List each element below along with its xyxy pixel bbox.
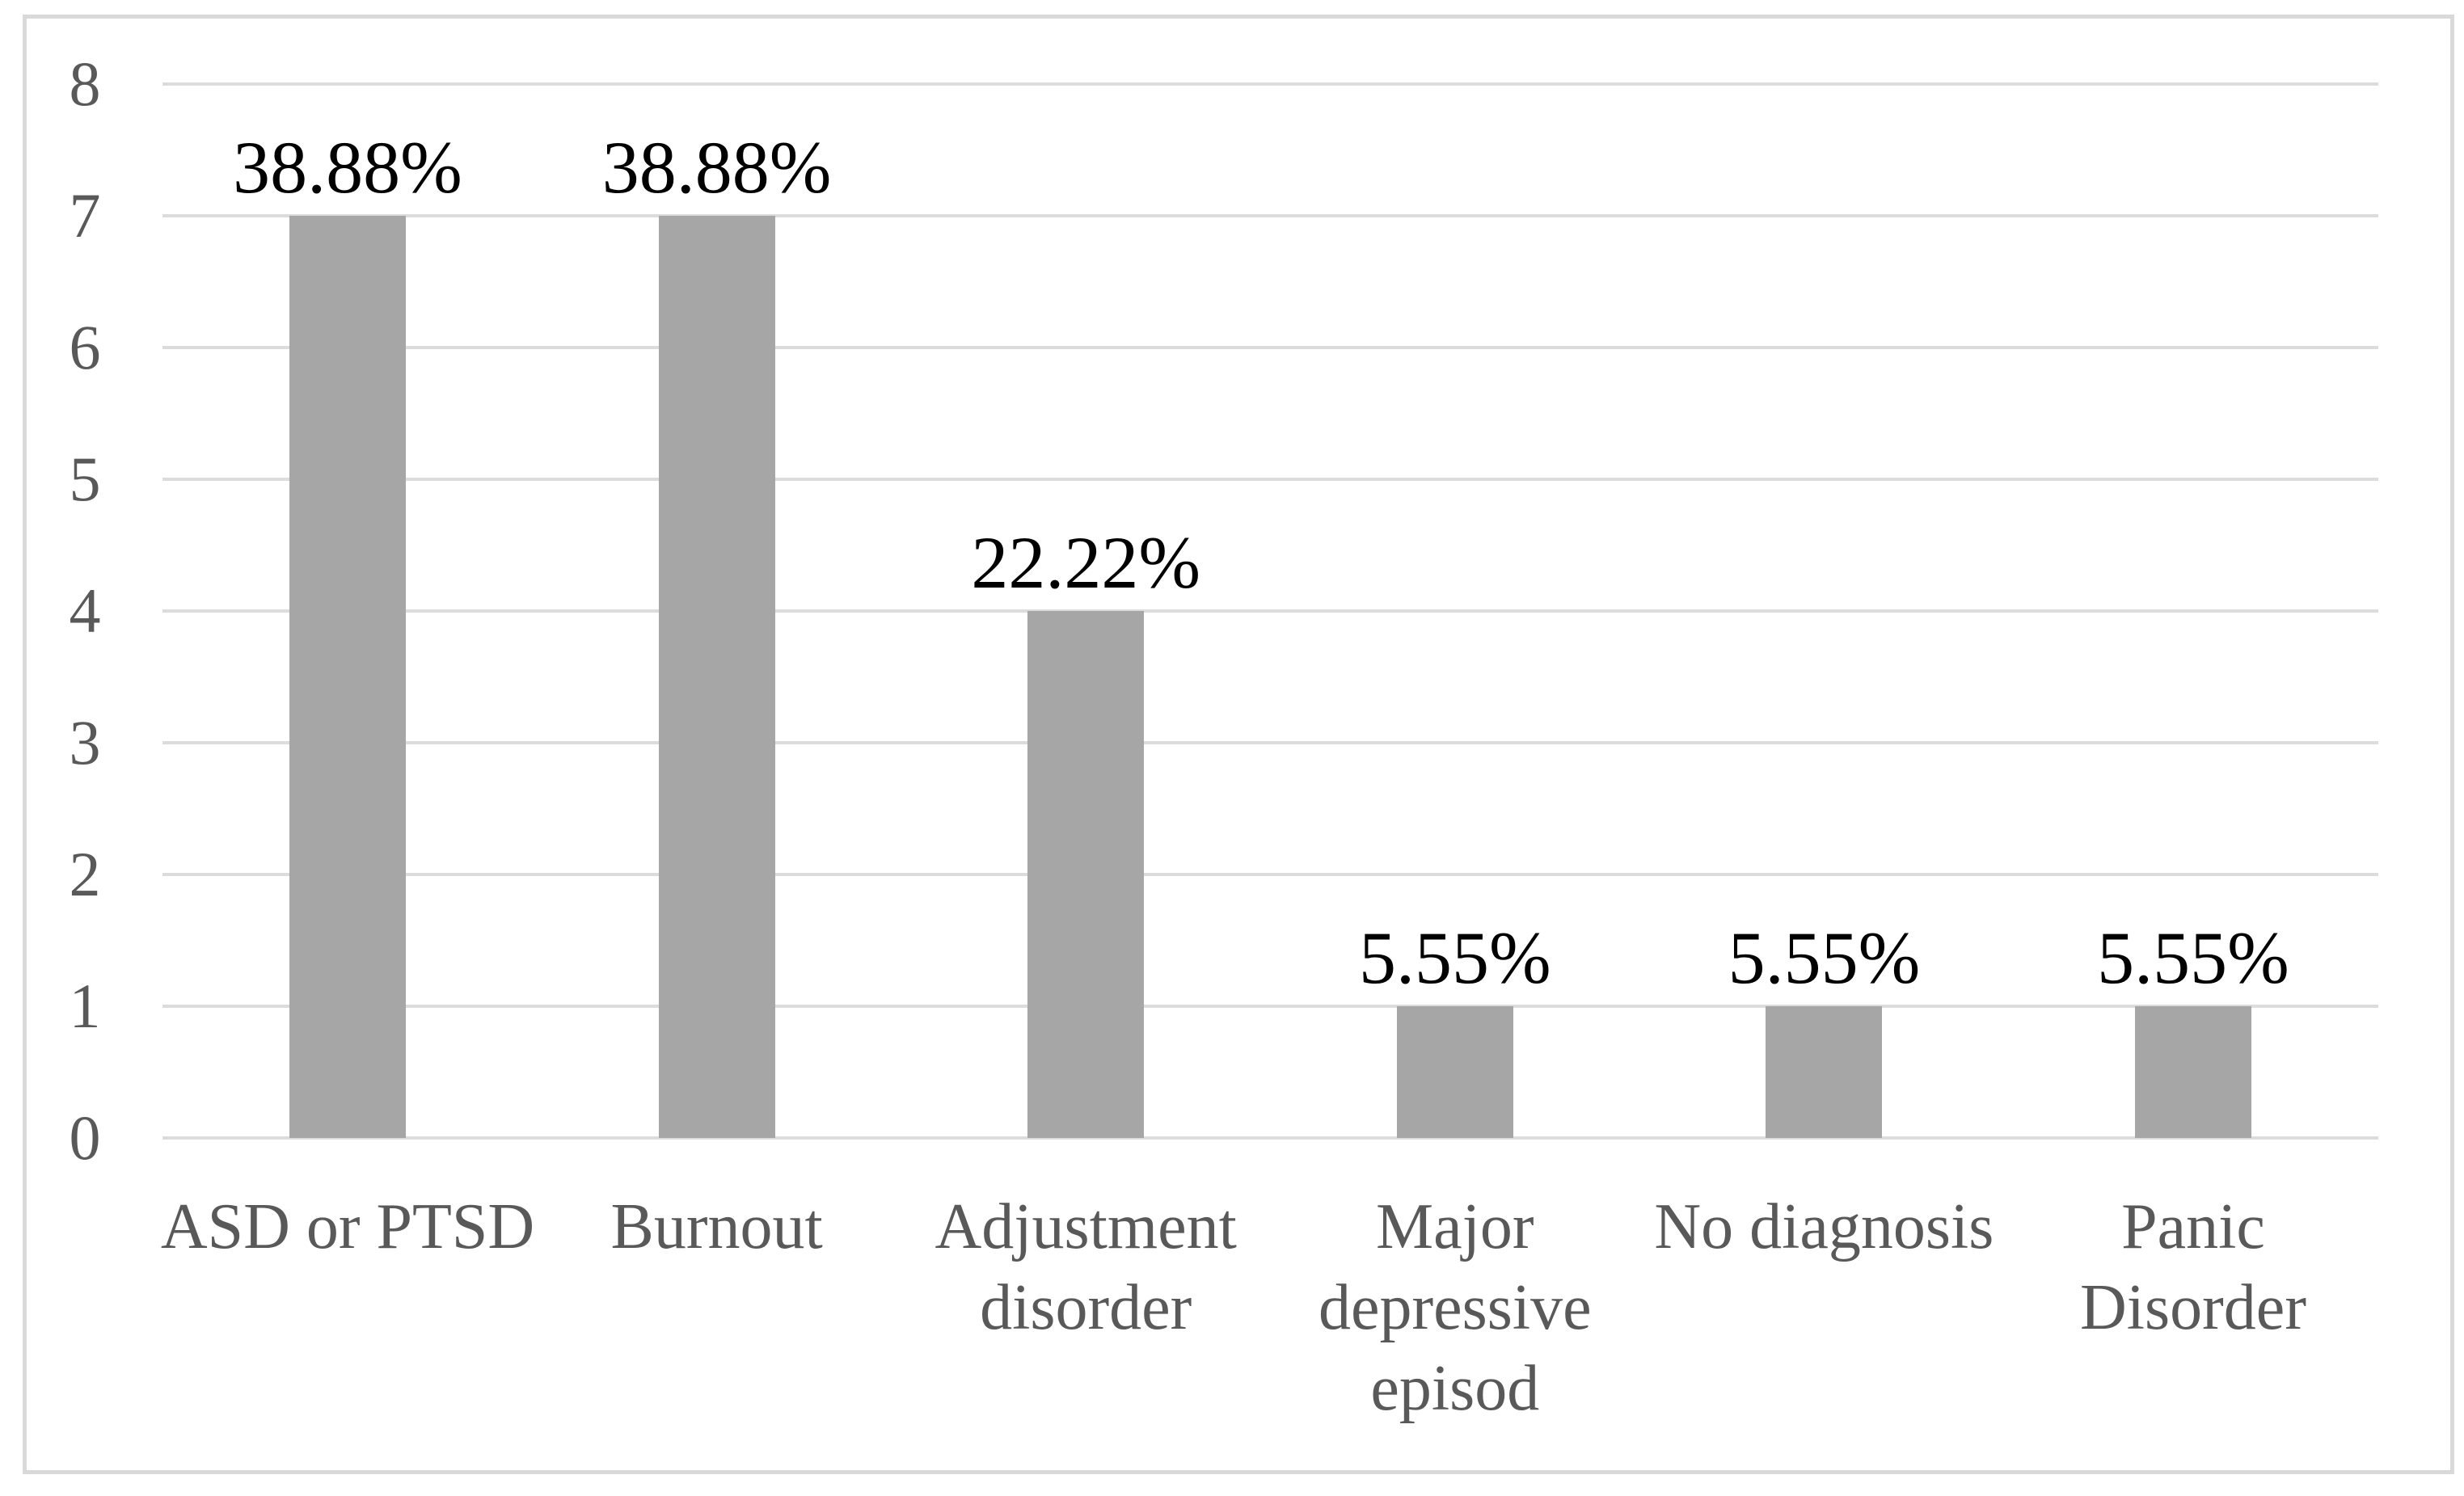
data-label-adjustment-disorder: 22.22% (971, 521, 1200, 604)
x-axis-category-label-adjustment-disorder: Adjustment disorder (896, 1186, 1276, 1348)
gridline-y-5 (162, 478, 2378, 481)
x-axis-category-label-line: ASD or PTSD (160, 1191, 535, 1262)
bar-asd-or-ptsd (289, 216, 406, 1138)
gridline-y-6 (162, 346, 2378, 349)
x-axis-category-label-line: No diagnosis (1654, 1191, 1994, 1262)
x-axis-category-label-major-depressive-episod: Major depressive episod (1265, 1186, 1645, 1429)
x-axis-category-label-line: Major (1376, 1191, 1534, 1262)
y-axis-tick-label-7: 7 (69, 180, 101, 251)
bar-adjustment-disorder (1027, 611, 1145, 1138)
y-axis-tick-label-0: 0 (69, 1102, 101, 1173)
y-axis-tick-label-2: 2 (69, 839, 101, 909)
bar-major-depressive-episod (1396, 1006, 1513, 1138)
y-axis-tick-label-4: 4 (69, 575, 101, 646)
data-label-burnout: 38.88% (601, 126, 832, 209)
x-axis-category-label-asd-or-ptsd: ASD or PTSD (158, 1186, 538, 1267)
x-axis-category-label-line: depressive (1318, 1272, 1592, 1343)
x-axis-category-label-line: episod (1370, 1353, 1540, 1424)
y-axis-tick-label-5: 5 (69, 444, 101, 514)
y-axis-tick-label-6: 6 (69, 312, 101, 382)
x-axis-category-label-line: Panic (2121, 1191, 2265, 1262)
data-label-asd-or-ptsd: 38.88% (233, 126, 462, 209)
x-axis-category-label-line: Burnout (610, 1191, 823, 1262)
gridline-y-4 (162, 609, 2378, 613)
gridline-y-3 (162, 741, 2378, 744)
y-axis-tick-label-3: 3 (69, 707, 101, 777)
figure-border (23, 15, 2454, 1474)
bar-panic-disorder (2135, 1006, 2251, 1138)
gridline-y-7 (162, 214, 2378, 217)
gridline-y-1 (162, 1005, 2378, 1008)
x-axis-category-label-burnout: Burnout (527, 1186, 907, 1267)
data-label-major-depressive-episod: 5.55% (1358, 917, 1551, 999)
x-axis-category-label-line: disorder (980, 1272, 1192, 1343)
gridline-y-8 (162, 82, 2378, 86)
x-axis-category-label-no-diagnosis: No diagnosis (1634, 1186, 2014, 1267)
bar-no-diagnosis (1766, 1006, 1883, 1138)
y-axis-tick-label-1: 1 (69, 971, 101, 1041)
data-label-no-diagnosis: 5.55% (1728, 917, 1921, 999)
data-label-panic-disorder: 5.55% (2097, 917, 2289, 999)
x-axis-category-label-line: Disorder (2080, 1272, 2306, 1343)
gridline-y-0 (162, 1136, 2378, 1140)
gridline-y-2 (162, 873, 2378, 876)
x-axis-category-label-line: Adjustment (935, 1191, 1237, 1262)
x-axis-category-label-panic-disorder: Panic Disorder (2003, 1186, 2383, 1348)
y-axis-tick-label-8: 8 (69, 48, 101, 119)
bar-burnout (658, 216, 775, 1138)
